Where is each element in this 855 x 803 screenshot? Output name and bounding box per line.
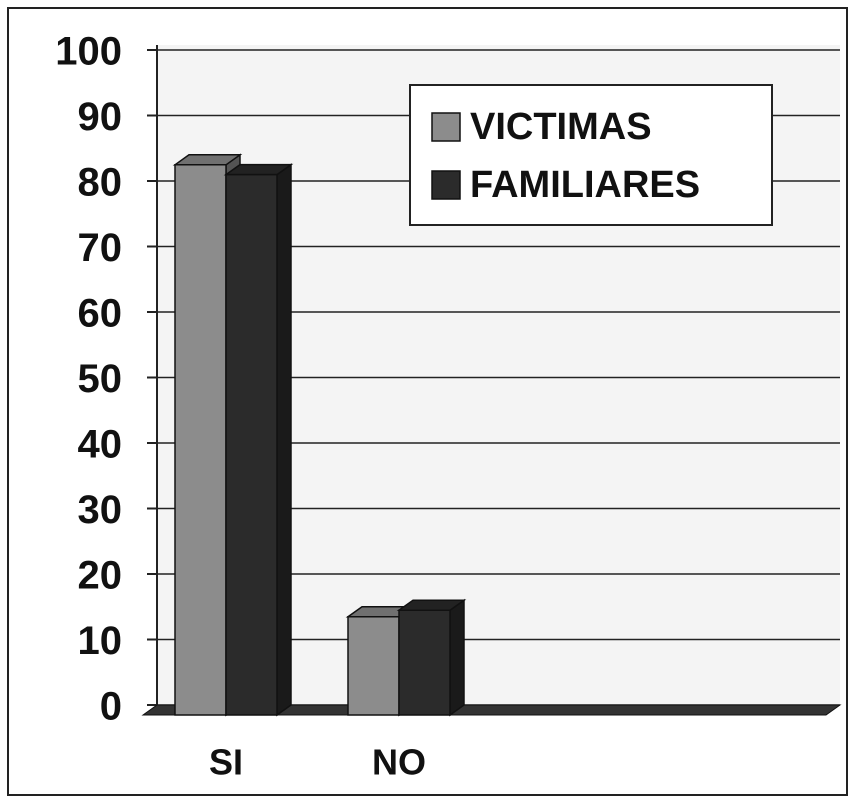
- y-tick-label: 30: [78, 488, 123, 532]
- bar: [223, 163, 294, 717]
- y-tick-label: 60: [78, 292, 123, 336]
- y-tick-label: 100: [55, 30, 122, 74]
- bar-front: [347, 616, 400, 716]
- bar-side: [449, 598, 465, 717]
- y-tick-label: 90: [78, 95, 123, 139]
- legend-box: [409, 84, 773, 226]
- y-tick-label: 80: [78, 161, 123, 205]
- bar-front: [225, 173, 278, 716]
- bar-side: [276, 163, 292, 717]
- bar-front: [398, 609, 451, 716]
- x-tick-label: SI: [209, 742, 243, 783]
- bar: [396, 598, 467, 717]
- x-tick-label: NO: [372, 742, 426, 783]
- floor: [141, 704, 842, 716]
- legend-label: VICTIMAS: [470, 106, 652, 148]
- y-tick-label: 40: [78, 423, 123, 467]
- y-tick-label: 10: [78, 619, 123, 663]
- legend-swatch: [431, 112, 461, 142]
- legend-label: FAMILIARES: [470, 164, 700, 206]
- bar-front: [174, 164, 227, 716]
- y-tick-label: 70: [78, 226, 123, 270]
- y-tick-label: 0: [100, 685, 122, 729]
- legend-swatch: [431, 170, 461, 200]
- y-tick-label: 20: [78, 554, 123, 598]
- y-tick-label: 50: [78, 357, 123, 401]
